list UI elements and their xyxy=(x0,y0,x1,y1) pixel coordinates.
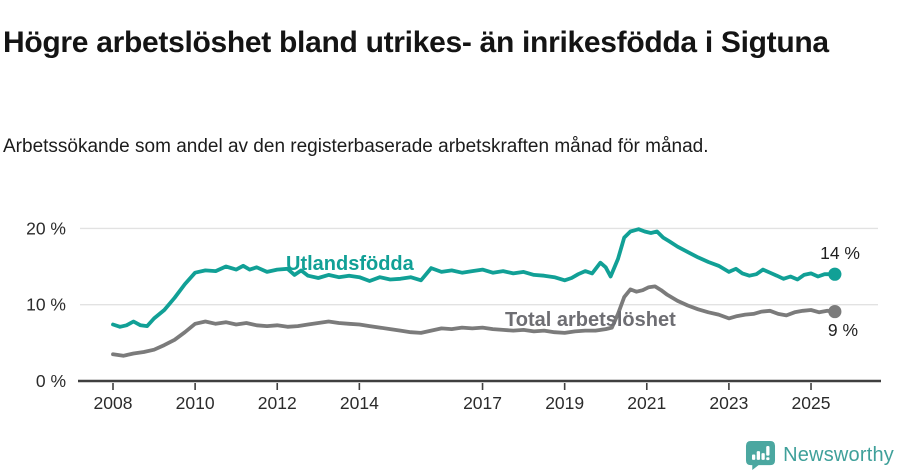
y-tick-label: 10 % xyxy=(26,295,66,315)
x-tick-label: 2017 xyxy=(463,393,502,413)
x-tick-label: 2021 xyxy=(627,393,666,413)
series-end-dot xyxy=(828,304,842,319)
newsworthy-brand-text: Newsworthy xyxy=(783,443,894,466)
x-tick-label: 2014 xyxy=(340,393,379,413)
series-line-total xyxy=(111,284,837,358)
x-tick-label: 2012 xyxy=(258,393,297,413)
x-tick-label: 2010 xyxy=(176,393,215,413)
y-tick-label: 0 % xyxy=(36,371,66,391)
series-label: Utlandsfödda xyxy=(286,253,415,275)
line-chart: 2008 2010 2012 2014 2017 2019 2021 2023 2025 0 % 1… xyxy=(26,218,881,413)
x-tick-label: 2008 xyxy=(94,393,133,413)
series-end-dot xyxy=(828,267,842,281)
x-tick-label: 2023 xyxy=(709,393,748,413)
newsworthy-logo: Newsworthy xyxy=(745,440,894,470)
series-end-value-label: 14 % xyxy=(820,243,860,263)
newsworthy-logo-icon xyxy=(746,440,776,470)
series-line-utlandsfodda xyxy=(111,227,837,329)
x-tick-label: 2025 xyxy=(792,393,831,413)
page-title: Högre arbetslöshet bland utrikes- än inr… xyxy=(3,26,829,60)
series-label: Total arbetslöshet xyxy=(505,309,676,331)
x-tick-label: 2019 xyxy=(545,393,584,413)
chart-subtitle: Arbetssökande som andel av den registerb… xyxy=(3,136,709,157)
series-end-value-label: 9 % xyxy=(828,320,858,340)
y-tick-label: 20 % xyxy=(26,218,66,238)
